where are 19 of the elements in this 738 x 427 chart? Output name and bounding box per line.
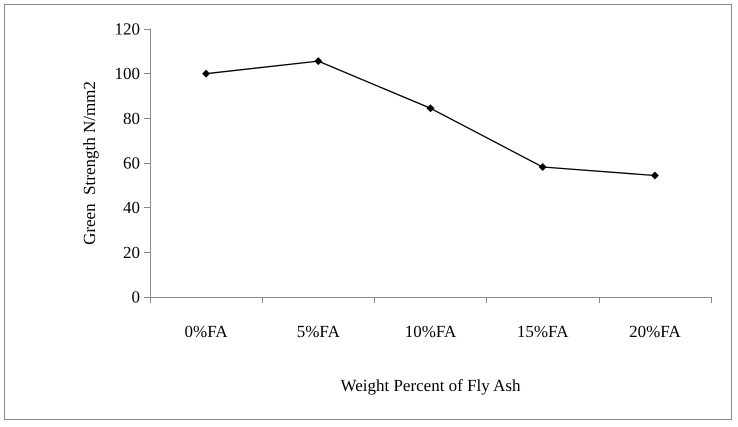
point (650, 172, 659, 180)
y-axis-title: Green Strength N/mm2 (80, 81, 99, 245)
x-axis-title: Weight Percent of Fly Ash (340, 376, 521, 395)
y-tick-label: 80 (123, 108, 140, 128)
x-tick-label: 20%FA (629, 322, 682, 341)
y-tick-label: 60 (123, 154, 140, 172)
x-tick-label: 0%FA (184, 322, 228, 341)
y-tick-label: 20 (123, 242, 140, 262)
y-tick-label: 0 (132, 288, 140, 306)
point (426, 104, 434, 112)
x-tick-label: 5%FA (296, 322, 341, 341)
y-tick-label: 40 (123, 198, 140, 218)
x-tick-label: 15%FA (516, 322, 570, 341)
y-tick-label: 100 (114, 64, 140, 84)
y-tick-label: 120 (114, 20, 140, 38)
point (314, 57, 322, 66)
x-tick-label: 10%FA (404, 322, 458, 341)
point (538, 163, 547, 172)
point (202, 70, 210, 78)
